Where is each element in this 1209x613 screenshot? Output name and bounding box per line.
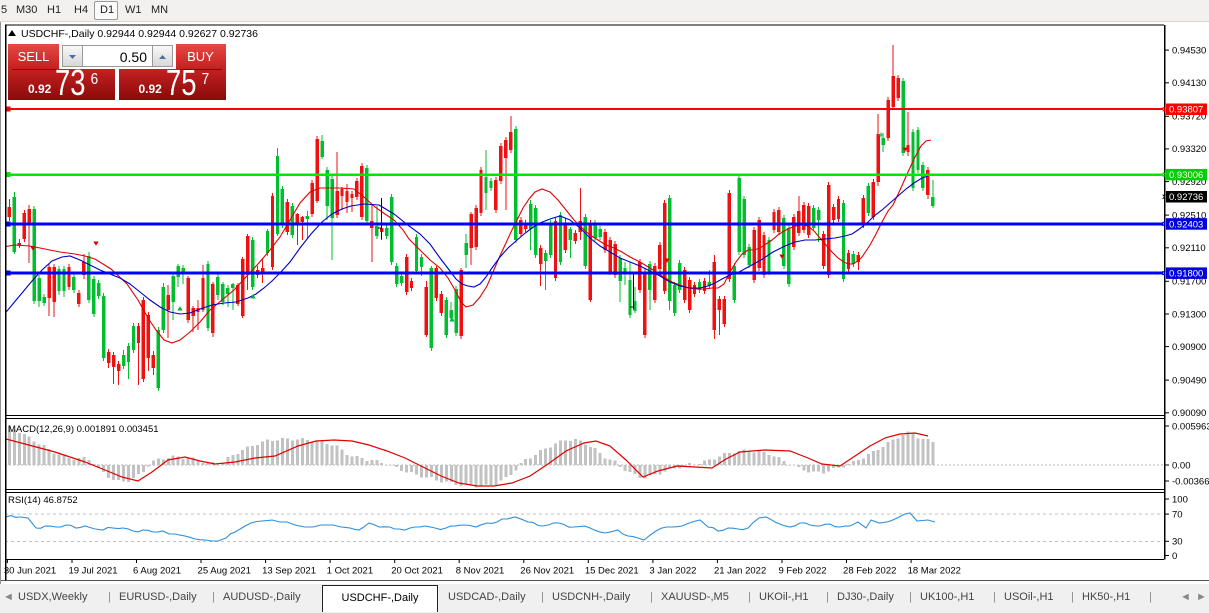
svg-text:USDCHF-,Daily 0.92944 0.92944: USDCHF-,Daily 0.92944 0.92944 0.92627 0.… xyxy=(21,28,258,40)
svg-text:21 Jan 2022: 21 Jan 2022 xyxy=(714,566,766,577)
svg-text:0.92510: 0.92510 xyxy=(1172,210,1206,221)
svg-text:19 Jul 2021: 19 Jul 2021 xyxy=(68,566,117,577)
svg-text:100: 100 xyxy=(1172,494,1188,505)
svg-text:70: 70 xyxy=(1172,509,1183,520)
svg-text:0.94130: 0.94130 xyxy=(1172,78,1206,89)
svg-text:0.92403: 0.92403 xyxy=(1169,219,1203,230)
svg-text:0.90090: 0.90090 xyxy=(1172,408,1206,419)
svg-text:1 Oct 2021: 1 Oct 2021 xyxy=(327,566,373,577)
svg-text:0.93006: 0.93006 xyxy=(1169,170,1203,181)
svg-text:0.93720: 0.93720 xyxy=(1172,112,1206,123)
svg-text:30: 30 xyxy=(1172,537,1183,548)
svg-text:25 Aug 2021: 25 Aug 2021 xyxy=(198,566,251,577)
svg-text:0.91800: 0.91800 xyxy=(1169,269,1203,280)
svg-text:0.92920: 0.92920 xyxy=(1172,177,1206,188)
svg-text:28 Feb 2022: 28 Feb 2022 xyxy=(843,566,896,577)
svg-text:0.94530: 0.94530 xyxy=(1172,45,1206,56)
svg-text:0.91700: 0.91700 xyxy=(1172,277,1206,288)
svg-text:8 Nov 2021: 8 Nov 2021 xyxy=(456,566,505,577)
svg-text:0.005963: 0.005963 xyxy=(1172,421,1209,432)
svg-text:0.93807: 0.93807 xyxy=(1169,105,1203,116)
svg-text:13 Sep 2021: 13 Sep 2021 xyxy=(262,566,316,577)
svg-text:MACD(12,26,9) 0.001891 0.00345: MACD(12,26,9) 0.001891 0.003451 xyxy=(8,424,159,435)
svg-text:0.93320: 0.93320 xyxy=(1172,144,1206,155)
svg-text:20 Oct 2021: 20 Oct 2021 xyxy=(391,566,443,577)
svg-text:15 Dec 2021: 15 Dec 2021 xyxy=(585,566,639,577)
svg-text:18 Mar 2022: 18 Mar 2022 xyxy=(908,566,961,577)
svg-text:0.92736: 0.92736 xyxy=(1169,192,1203,203)
svg-text:0.92110: 0.92110 xyxy=(1172,243,1206,254)
svg-text:0.90490: 0.90490 xyxy=(1172,375,1206,386)
svg-text:30 Jun 2021: 30 Jun 2021 xyxy=(4,566,56,577)
svg-text:RSI(14) 46.8752: RSI(14) 46.8752 xyxy=(8,495,78,506)
svg-text:-0.003664: -0.003664 xyxy=(1172,476,1209,487)
svg-text:0: 0 xyxy=(1172,551,1177,562)
svg-text:0.90900: 0.90900 xyxy=(1172,342,1206,353)
svg-text:0.91300: 0.91300 xyxy=(1172,309,1206,320)
svg-text:0.00: 0.00 xyxy=(1172,460,1191,471)
svg-text:3 Jan 2022: 3 Jan 2022 xyxy=(649,566,696,577)
svg-text:9 Feb 2022: 9 Feb 2022 xyxy=(779,566,827,577)
svg-text:26 Nov 2021: 26 Nov 2021 xyxy=(520,566,574,577)
svg-text:6 Aug 2021: 6 Aug 2021 xyxy=(133,566,181,577)
